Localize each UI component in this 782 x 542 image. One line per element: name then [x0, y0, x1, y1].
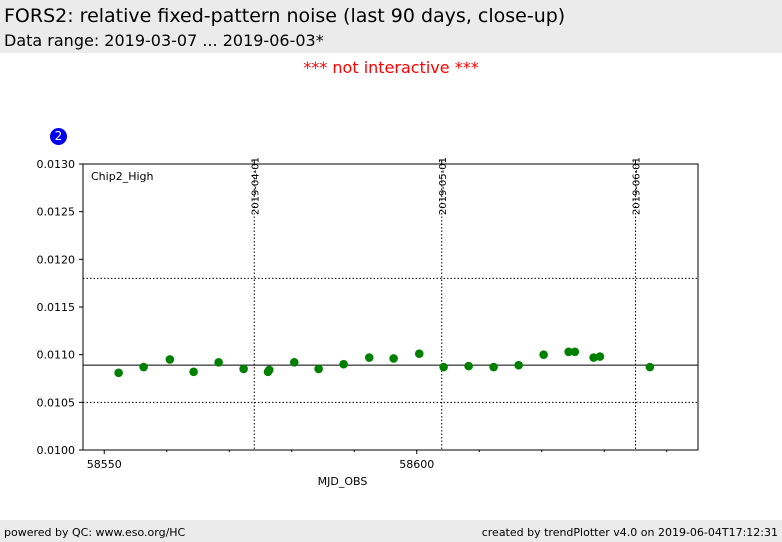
- header-bar: FORS2: relative fixed-pattern noise (las…: [0, 0, 782, 53]
- x-axis-label: MJD_OBS: [318, 475, 368, 488]
- panel-number-badge: 2: [50, 128, 67, 145]
- data-point: [464, 361, 473, 371]
- data-point: [139, 362, 148, 372]
- date-marker-label: 2019-05-01: [438, 157, 449, 215]
- y-tick-label: 0.0125: [37, 206, 76, 219]
- y-tick-label: 0.0120: [37, 253, 76, 266]
- x-tick-label: 58600: [399, 458, 434, 471]
- y-tick-label: 0.0110: [37, 349, 76, 362]
- footer-powered-by: powered by QC: www.eso.org/HC: [4, 526, 186, 539]
- data-point: [439, 362, 448, 372]
- data-point: [189, 367, 198, 377]
- data-point: [165, 355, 175, 364]
- footer-created-by: created by trendPlotter v4.0 on 2019-06-…: [481, 526, 778, 539]
- y-tick-label: 0.0115: [37, 301, 76, 314]
- date-marker-label: 2019-04-01: [250, 157, 261, 215]
- data-point: [339, 359, 348, 369]
- data-point: [564, 347, 573, 357]
- data-point: [289, 357, 299, 367]
- plot-frame: [82, 163, 699, 451]
- not-interactive-notice: *** not interactive ***: [303, 58, 479, 77]
- data-point: [214, 357, 223, 367]
- data-point: [539, 350, 548, 359]
- data-point: [595, 352, 605, 361]
- data-point: [239, 364, 248, 374]
- data-point: [364, 353, 374, 362]
- y-tick-label: 0.0105: [37, 396, 76, 409]
- footer-bar: powered by QC: www.eso.org/HC created by…: [0, 520, 782, 542]
- page-title: FORS2: relative fixed-pattern noise (las…: [4, 5, 566, 27]
- x-tick-label: 58550: [87, 458, 122, 471]
- panel-label: Chip2_High: [91, 170, 153, 183]
- data-point: [414, 349, 424, 359]
- data-point: [264, 365, 274, 375]
- date-marker-label: 2019-06-01: [632, 157, 643, 215]
- data-point: [489, 362, 498, 372]
- scatter-chart: 2019-04-01 2019-05-01 2019-06-01 0.0100 0.01…: [37, 157, 699, 488]
- y-tick-label: 0.0100: [37, 444, 76, 457]
- data-point: [514, 360, 523, 370]
- data-point: [570, 347, 580, 357]
- data-range-subtitle: Data range: 2019-03-07 ... 2019-06-03*: [4, 31, 324, 50]
- y-tick-label: 0.0130: [37, 158, 76, 171]
- data-point: [314, 364, 323, 374]
- data-point: [389, 354, 398, 363]
- data-point: [645, 362, 655, 372]
- data-point: [114, 368, 123, 378]
